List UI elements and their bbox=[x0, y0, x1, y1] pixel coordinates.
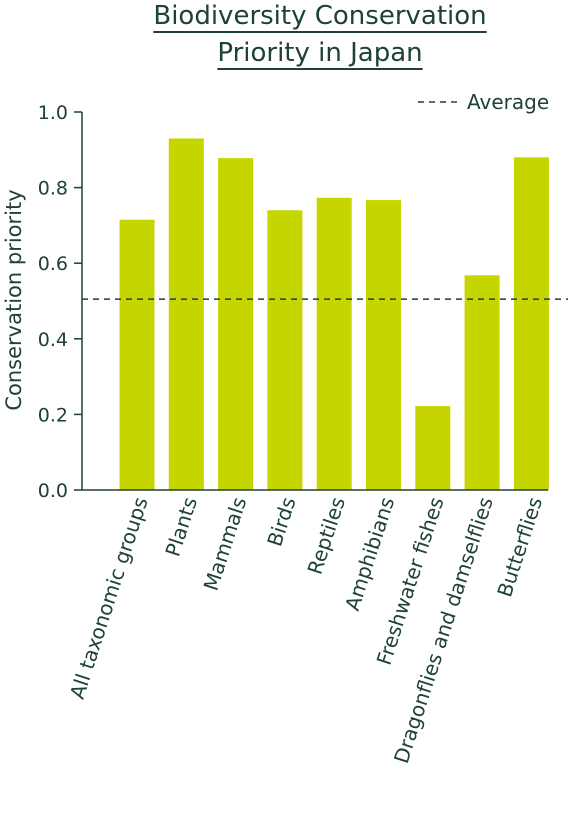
chart-title-line-1: Biodiversity Conservation bbox=[153, 1, 486, 31]
y-tick-label: 0.2 bbox=[38, 404, 68, 426]
bars bbox=[119, 138, 549, 491]
category-label-0: All taxonomic groups bbox=[65, 494, 153, 702]
legend: Average bbox=[418, 90, 549, 114]
y-tick-label: 1.0 bbox=[38, 102, 68, 124]
category-label-2: Mammals bbox=[199, 494, 252, 593]
bar-3 bbox=[267, 210, 303, 490]
y-axis-label: Conservation priority bbox=[2, 189, 26, 410]
bar-7 bbox=[464, 275, 500, 490]
category-label-3: Birds bbox=[262, 494, 300, 549]
y-tick-label: 0.0 bbox=[38, 480, 68, 502]
y-tick-label: 0.6 bbox=[38, 253, 68, 275]
chart-title-line-2: Priority in Japan bbox=[217, 38, 422, 68]
category-label-4: Reptiles bbox=[303, 494, 350, 577]
bar-8 bbox=[513, 157, 549, 491]
bar-2 bbox=[218, 158, 254, 490]
y-tick-label: 0.8 bbox=[38, 178, 68, 200]
bar-5 bbox=[366, 200, 401, 490]
bar-6 bbox=[415, 406, 451, 490]
y-axis-ticks: 0.0 0.2 0.4 0.6 0.8 1.0 bbox=[38, 102, 82, 502]
bar-1 bbox=[168, 138, 204, 490]
chart-title: Biodiversity Conservation Priority in Ja… bbox=[153, 1, 487, 70]
bar-4 bbox=[316, 197, 352, 490]
bar-0 bbox=[119, 219, 155, 491]
category-label-8: Butterflies bbox=[492, 494, 547, 600]
y-tick-label: 0.4 bbox=[38, 329, 68, 351]
category-label-1: Plants bbox=[160, 494, 202, 559]
legend-average-label: Average bbox=[467, 90, 549, 114]
category-label-5: Amphibians bbox=[340, 494, 399, 613]
